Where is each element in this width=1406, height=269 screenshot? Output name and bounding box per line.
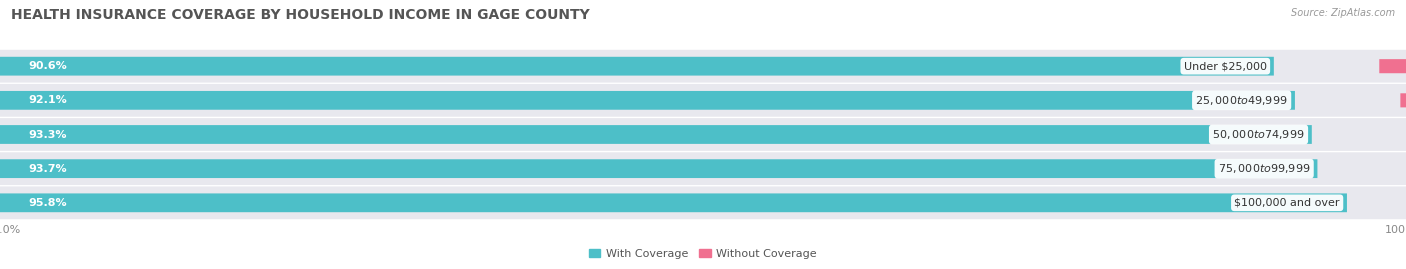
Text: $100,000 and over: $100,000 and over — [1234, 198, 1340, 208]
FancyBboxPatch shape — [0, 159, 1317, 178]
FancyBboxPatch shape — [0, 84, 1406, 117]
FancyBboxPatch shape — [0, 118, 1406, 151]
Text: 92.1%: 92.1% — [28, 95, 67, 105]
FancyBboxPatch shape — [0, 57, 1274, 76]
Legend: With Coverage, Without Coverage: With Coverage, Without Coverage — [585, 244, 821, 263]
FancyBboxPatch shape — [0, 91, 1295, 110]
FancyBboxPatch shape — [0, 125, 1312, 144]
Text: 90.6%: 90.6% — [28, 61, 67, 71]
Text: Under $25,000: Under $25,000 — [1184, 61, 1267, 71]
Text: $75,000 to $99,999: $75,000 to $99,999 — [1218, 162, 1310, 175]
Text: 93.7%: 93.7% — [28, 164, 66, 174]
Text: Source: ZipAtlas.com: Source: ZipAtlas.com — [1291, 8, 1395, 18]
Text: $50,000 to $74,999: $50,000 to $74,999 — [1212, 128, 1305, 141]
FancyBboxPatch shape — [0, 152, 1406, 185]
Text: $25,000 to $49,999: $25,000 to $49,999 — [1195, 94, 1288, 107]
FancyBboxPatch shape — [1400, 93, 1406, 107]
FancyBboxPatch shape — [0, 186, 1406, 219]
Text: 93.3%: 93.3% — [28, 129, 66, 140]
FancyBboxPatch shape — [1379, 59, 1406, 73]
FancyBboxPatch shape — [0, 193, 1347, 212]
FancyBboxPatch shape — [0, 50, 1406, 83]
Text: HEALTH INSURANCE COVERAGE BY HOUSEHOLD INCOME IN GAGE COUNTY: HEALTH INSURANCE COVERAGE BY HOUSEHOLD I… — [11, 8, 591, 22]
Text: 95.8%: 95.8% — [28, 198, 66, 208]
